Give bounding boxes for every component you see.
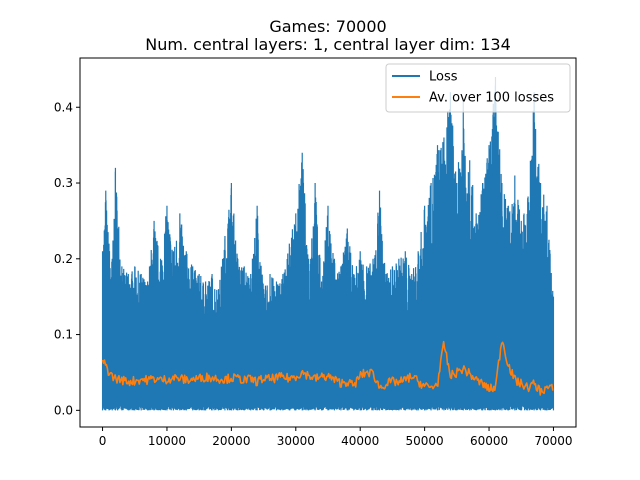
y-tick-label: 0.1 (54, 328, 73, 342)
x-tick-label: 30000 (277, 434, 315, 448)
x-tick-label: 20000 (212, 434, 250, 448)
x-tick-label: 10000 (148, 434, 186, 448)
y-tick-label: 0.4 (54, 100, 73, 114)
legend: Loss Av. over 100 losses (385, 63, 571, 113)
legend-label-loss: Loss (429, 70, 458, 85)
legend-box (385, 63, 571, 113)
x-tick-label: 70000 (534, 434, 572, 448)
x-tick-label: 60000 (470, 434, 508, 448)
series-average-line (101, 340, 554, 396)
x-tick-label: 40000 (341, 434, 379, 448)
chart-title-line-1: Games: 70000 (269, 17, 386, 36)
series-loss-line (101, 76, 555, 411)
y-tick-label: 0.3 (54, 176, 73, 190)
x-tick-label: 0 (99, 434, 107, 448)
plot-series (101, 76, 555, 411)
y-tick-label: 0.2 (54, 252, 73, 266)
x-axis: 0 10000 20000 30000 40000 50000 60000 70000 (99, 427, 573, 448)
y-axis: 0.0 0.1 0.2 0.3 0.4 (54, 100, 80, 417)
x-tick-label: 50000 (406, 434, 444, 448)
legend-label-average: Av. over 100 losses (429, 91, 554, 106)
plot-frame (79, 57, 577, 428)
y-tick-label: 0.0 (54, 403, 73, 417)
chart-title-line-2: Num. central layers: 1, central layer di… (145, 35, 511, 54)
